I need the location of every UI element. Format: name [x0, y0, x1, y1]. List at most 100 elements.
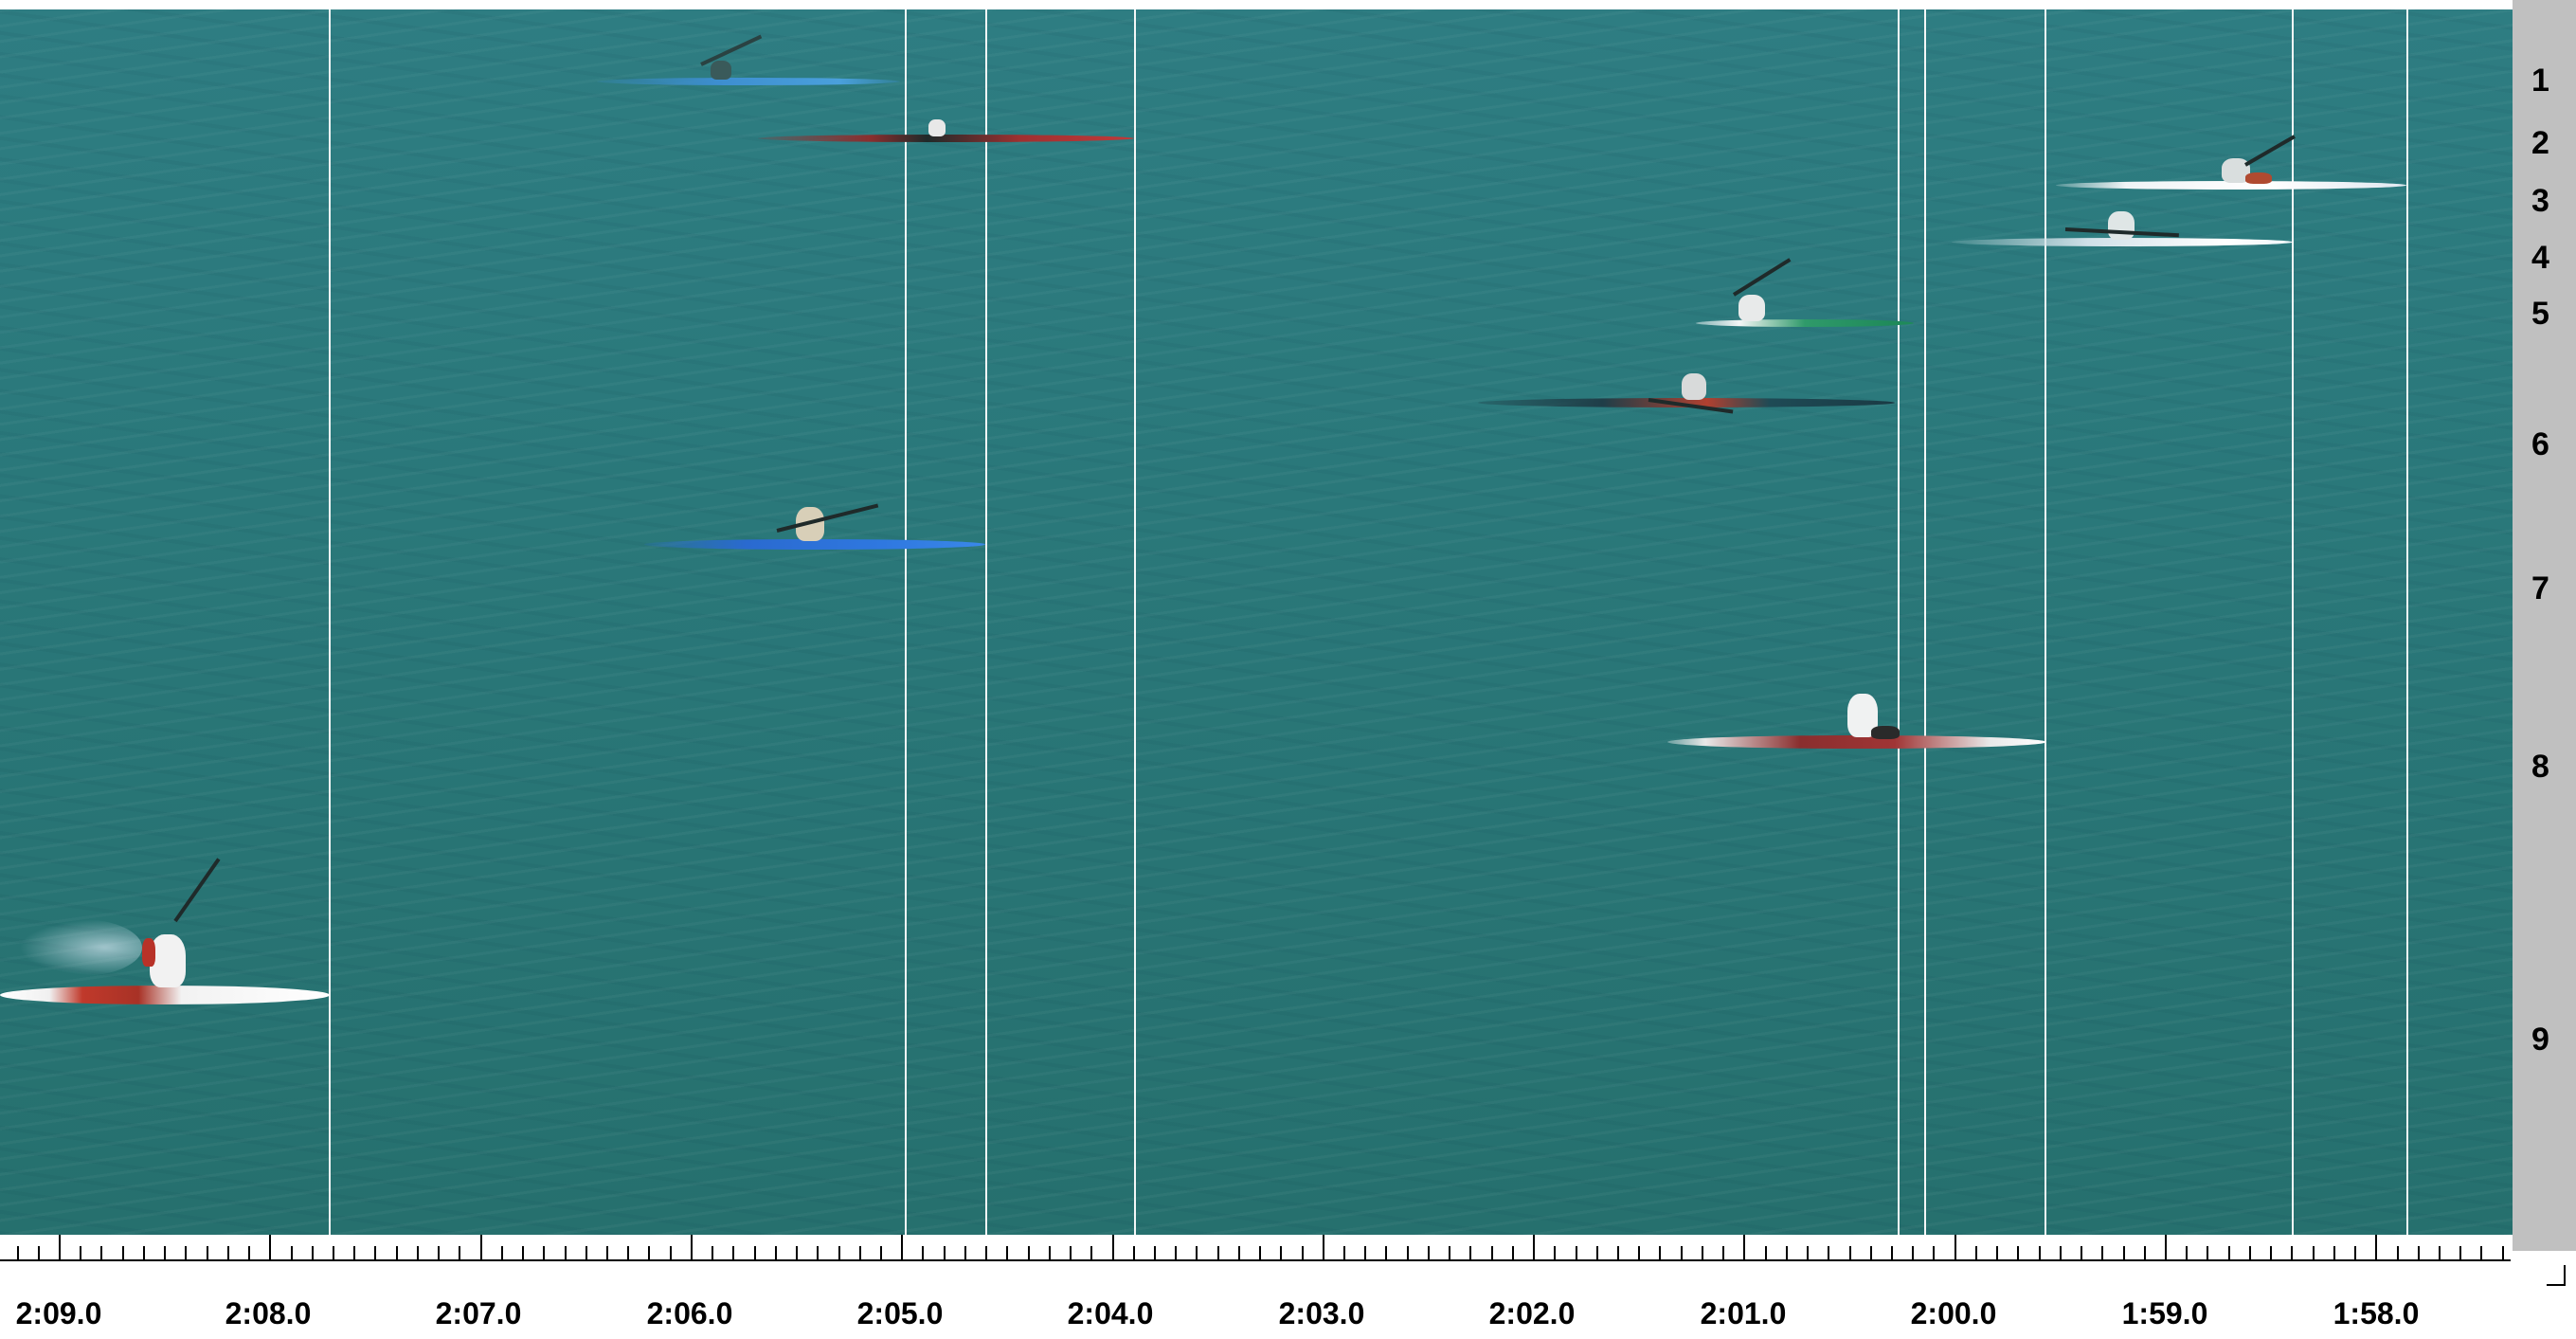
- minor-tick: [1469, 1246, 1471, 1261]
- minor-tick: [2101, 1246, 2103, 1261]
- major-tick: [2165, 1235, 2167, 1261]
- minor-tick: [248, 1246, 250, 1261]
- kayak-lane-9: [0, 858, 330, 1004]
- minor-tick: [670, 1246, 672, 1261]
- minor-tick: [1596, 1246, 1598, 1261]
- kayak-lane-8: [1667, 673, 2046, 749]
- minor-tick: [1217, 1246, 1219, 1261]
- finish-photo[interactable]: [0, 9, 2513, 1235]
- minor-tick: [754, 1246, 756, 1261]
- time-line[interactable]: [985, 9, 987, 1235]
- minor-tick: [2313, 1246, 2315, 1261]
- minor-tick: [1090, 1246, 1092, 1261]
- minor-tick: [227, 1246, 229, 1261]
- time-scale-axis: [0, 1259, 2511, 1261]
- time-line[interactable]: [329, 9, 331, 1235]
- minor-tick: [1049, 1246, 1051, 1261]
- minor-tick: [2480, 1246, 2482, 1261]
- time-line[interactable]: [2292, 9, 2294, 1235]
- time-label: 2:07.0: [435, 1296, 522, 1330]
- time-label: 2:08.0: [225, 1296, 312, 1330]
- time-label: 1:59.0: [2121, 1296, 2208, 1330]
- time-line[interactable]: [905, 9, 907, 1235]
- time-label: 1:58.0: [2333, 1296, 2420, 1330]
- minor-tick: [1554, 1246, 1556, 1261]
- minor-tick: [164, 1246, 166, 1261]
- minor-tick: [522, 1246, 524, 1261]
- minor-tick: [459, 1246, 460, 1261]
- minor-tick: [17, 1246, 19, 1261]
- minor-tick: [922, 1246, 924, 1261]
- time-label: 2:02.0: [1488, 1296, 1576, 1330]
- minor-tick: [880, 1246, 882, 1261]
- time-line[interactable]: [2406, 9, 2408, 1235]
- kayak-lane-1: [597, 34, 900, 85]
- lane-number: 1: [2531, 63, 2549, 99]
- minor-tick: [606, 1246, 608, 1261]
- minor-tick: [353, 1246, 355, 1261]
- minor-tick: [2397, 1246, 2399, 1261]
- minor-tick: [1617, 1246, 1619, 1261]
- major-tick: [1533, 1235, 1535, 1261]
- minor-tick: [1975, 1246, 1977, 1261]
- minor-tick: [2439, 1246, 2441, 1261]
- minor-tick: [964, 1246, 966, 1261]
- minor-tick: [732, 1246, 734, 1261]
- minor-tick: [1765, 1246, 1767, 1261]
- minor-tick: [1259, 1246, 1261, 1261]
- minor-tick: [2207, 1246, 2208, 1261]
- lane-number: 8: [2531, 749, 2549, 785]
- minor-tick: [2249, 1246, 2251, 1261]
- minor-tick: [417, 1246, 419, 1261]
- time-line[interactable]: [2045, 9, 2046, 1235]
- kayak-lane-3: [2056, 135, 2406, 190]
- minor-tick: [2060, 1246, 2062, 1261]
- major-tick: [691, 1235, 693, 1261]
- minor-tick: [1407, 1246, 1409, 1261]
- kayak-lane-7: [644, 493, 985, 550]
- minor-tick: [312, 1246, 314, 1261]
- minor-tick: [100, 1246, 102, 1261]
- major-tick: [1112, 1235, 1114, 1261]
- minor-tick: [1576, 1246, 1577, 1261]
- minor-tick: [80, 1246, 81, 1261]
- lane-number: 3: [2531, 183, 2549, 219]
- minor-tick: [2502, 1246, 2504, 1261]
- minor-tick: [543, 1246, 545, 1261]
- major-tick: [1323, 1235, 1324, 1261]
- minor-tick: [2017, 1246, 2019, 1261]
- time-line[interactable]: [1134, 9, 1136, 1235]
- minor-tick: [2039, 1246, 2041, 1261]
- lane-number: 5: [2531, 296, 2549, 332]
- minor-tick: [2123, 1246, 2125, 1261]
- minor-tick: [1343, 1246, 1345, 1261]
- minor-tick: [1786, 1246, 1788, 1261]
- minor-tick: [648, 1246, 650, 1261]
- minor-tick: [1870, 1246, 1872, 1261]
- time-line[interactable]: [1898, 9, 1900, 1235]
- minor-tick: [1238, 1246, 1240, 1261]
- minor-tick: [1722, 1246, 1724, 1261]
- minor-tick: [1385, 1246, 1387, 1261]
- minor-tick: [2418, 1246, 2420, 1261]
- major-tick: [59, 1235, 61, 1261]
- minor-tick: [122, 1246, 124, 1261]
- time-label: 2:05.0: [856, 1296, 944, 1330]
- time-label: 2:06.0: [646, 1296, 733, 1330]
- lane-number: 9: [2531, 1022, 2549, 1058]
- time-label: 2:09.0: [15, 1296, 102, 1330]
- minor-tick: [1175, 1246, 1177, 1261]
- lane-number: 6: [2531, 426, 2549, 462]
- minor-tick: [1996, 1246, 1998, 1261]
- minor-tick: [1702, 1246, 1703, 1261]
- major-tick: [480, 1235, 482, 1261]
- time-scale[interactable]: 2:09.0 2:08.0 2:07.0 2:06.0 2:05.0 2:04.…: [0, 1235, 2513, 1339]
- scale-end-mark: [2547, 1265, 2566, 1286]
- kayak-lane-6: [1478, 360, 1895, 414]
- time-line[interactable]: [1924, 9, 1926, 1235]
- minor-tick: [1006, 1246, 1008, 1261]
- minor-tick: [712, 1246, 713, 1261]
- minor-tick: [2354, 1246, 2356, 1261]
- minor-tick: [627, 1246, 629, 1261]
- minor-tick: [2228, 1246, 2230, 1261]
